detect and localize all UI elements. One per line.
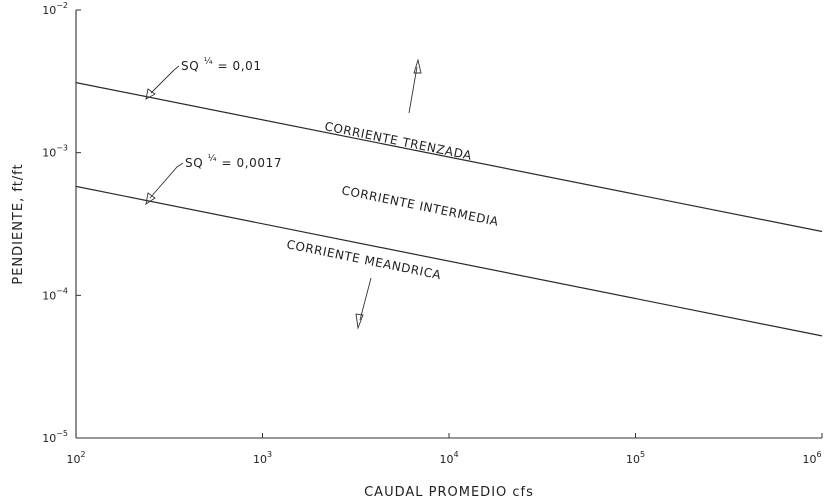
x-tick-base-4: 10	[802, 453, 816, 466]
x-tick-base-2: 10	[439, 453, 453, 466]
equation-1-suffix: = 0,01	[217, 59, 261, 73]
x-tick-base-1: 10	[253, 453, 267, 466]
x-tick-exp-0: 2	[80, 450, 85, 459]
leader-line-2	[149, 162, 184, 199]
x-axis-ticks: 102 103 104 105 106	[66, 433, 823, 466]
y-tick-label-2: 10−4	[42, 286, 68, 302]
series-group	[75, 82, 823, 337]
equation-1-prefix: SQ	[181, 59, 199, 73]
series-line-2	[75, 185, 823, 337]
y-tick-base-0: 10	[42, 4, 56, 17]
equation-label-2: SQ ¼ = 0,0017	[185, 150, 282, 170]
y-tick-exp-3: −5	[56, 429, 68, 438]
label-corriente-trenzada: CORRIENTE TRENZADA	[323, 119, 473, 163]
leader-arrow-2	[145, 192, 156, 205]
x-tick-exp-3: 5	[640, 450, 645, 459]
y-tick-base-2: 10	[42, 289, 56, 302]
x-tick-label-0: 102	[66, 450, 85, 466]
x-tick-exp-2: 4	[453, 450, 458, 459]
equation-annotation-1: SQ ¼ = 0,01	[145, 53, 262, 100]
y-tick-base-1: 10	[42, 147, 56, 160]
y-tick-exp-1: −3	[56, 144, 68, 153]
y-tick-label-0: 10−2	[42, 1, 68, 17]
equation-1-sup: ¼	[204, 57, 213, 67]
down-arrow-icon	[355, 277, 372, 330]
y-axis-ticks: 10−210−310−410−5	[42, 1, 81, 445]
x-tick-exp-1: 3	[267, 450, 272, 459]
leader-arrow-1	[145, 88, 156, 100]
y-tick-label-3: 10−5	[42, 429, 68, 445]
x-tick-exp-4: 6	[816, 450, 821, 459]
equation-2-sup: ¼	[208, 154, 217, 164]
leader-line-1	[150, 65, 180, 94]
equation-2-suffix: = 0,0017	[221, 156, 282, 170]
x-tick-base-0: 10	[66, 453, 80, 466]
equation-label-1: SQ ¼ = 0,01	[181, 53, 262, 73]
equation-annotation-2: SQ ¼ = 0,0017	[145, 150, 282, 205]
x-axis-title: CAUDAL PROMEDIO cfs	[364, 485, 534, 500]
label-corriente-intermedia: CORRIENTE INTERMEDIA	[340, 183, 500, 229]
series-line-1	[75, 82, 823, 233]
y-tick-exp-2: −4	[56, 286, 68, 295]
x-tick-label-2: 104	[439, 450, 458, 466]
y-tick-base-3: 10	[42, 432, 56, 445]
y-tick-label-1: 10−3	[42, 144, 68, 160]
x-tick-label-4: 106	[802, 450, 821, 466]
x-tick-base-3: 10	[626, 453, 640, 466]
x-tick-label-1: 103	[253, 450, 272, 466]
y-tick-exp-0: −2	[56, 1, 68, 10]
x-tick-label-3: 105	[626, 450, 645, 466]
equation-2-prefix: SQ	[185, 156, 203, 170]
up-arrow-icon	[408, 58, 422, 114]
y-axis-title: PENDIENTE, ft/ft	[11, 163, 26, 284]
